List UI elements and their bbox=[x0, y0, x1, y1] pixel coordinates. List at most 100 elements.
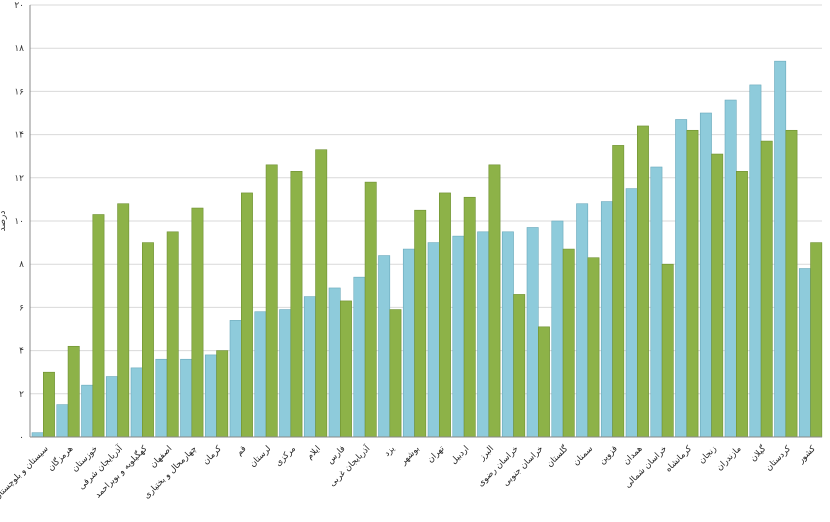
bar-series-blue bbox=[328, 287, 341, 438]
bar-series-blue bbox=[576, 203, 589, 438]
bar-series-green bbox=[463, 196, 476, 438]
bar-series-green bbox=[166, 231, 179, 438]
y-tick-label: ۲ bbox=[19, 390, 24, 400]
x-tick-label: زنجان bbox=[697, 444, 719, 466]
bar-series-green bbox=[265, 164, 278, 438]
bar-series-blue bbox=[625, 188, 638, 438]
y-axis-label: درصد bbox=[0, 211, 8, 232]
bar-series-blue bbox=[31, 432, 44, 438]
bar-series-blue bbox=[130, 367, 143, 438]
y-tick-labels: ۰ ۲ ۴ ۶ ۸ ۱۰ ۱۲ ۱۴ ۱۶ ۱۸ ۲۰ bbox=[14, 1, 24, 443]
x-tick-label: البرز bbox=[477, 444, 496, 463]
y-tick-label: ۸ bbox=[19, 260, 24, 270]
bars-group bbox=[31, 60, 823, 438]
bar-series-green bbox=[661, 263, 674, 438]
bar-series-green bbox=[389, 309, 402, 438]
x-tick-label: قزوین bbox=[597, 444, 619, 466]
bar-series-blue bbox=[501, 231, 514, 438]
bar-series-green bbox=[438, 192, 451, 438]
x-tick-label: فارس bbox=[325, 444, 347, 466]
bar-series-green bbox=[117, 203, 130, 438]
bar-series-blue bbox=[600, 201, 613, 438]
bar-series-green bbox=[191, 207, 204, 438]
bar-series-green bbox=[537, 326, 550, 438]
bar-series-blue bbox=[353, 276, 366, 438]
y-tick-label: ۱۰ bbox=[14, 217, 24, 227]
bar-series-green bbox=[414, 209, 427, 438]
y-tick-label: ۱۴ bbox=[14, 131, 24, 141]
bar-series-blue bbox=[699, 112, 712, 438]
bar-series-blue bbox=[254, 311, 267, 438]
bar-series-green bbox=[290, 171, 303, 438]
bar-series-green bbox=[612, 145, 625, 438]
bar-series-green bbox=[587, 257, 600, 438]
bar-series-blue bbox=[378, 255, 391, 438]
x-tick-label: قم bbox=[235, 444, 249, 458]
y-tick-label: ۶ bbox=[19, 303, 24, 313]
bar-series-green bbox=[488, 164, 501, 438]
bar-series-green bbox=[339, 300, 352, 438]
x-tick-label: سمنان bbox=[571, 444, 595, 468]
bar-series-green bbox=[67, 345, 80, 438]
x-tick-label: گلستان bbox=[544, 443, 571, 470]
y-tick-label: ۴ bbox=[19, 347, 24, 357]
x-tick-label: کرمانشاه bbox=[664, 443, 695, 474]
x-tick-label: همدان bbox=[622, 444, 645, 467]
x-tick-label: کرمان bbox=[201, 443, 224, 466]
x-tick-label: بوشهر bbox=[398, 444, 422, 468]
bar-series-blue bbox=[427, 242, 440, 438]
bar-series-blue bbox=[675, 119, 688, 438]
bar-series-green bbox=[142, 242, 154, 438]
bar-series-blue bbox=[526, 227, 539, 438]
bar-series-blue bbox=[798, 268, 811, 438]
x-tick-label: سیستان و بلوچستان bbox=[0, 444, 50, 502]
y-tick-label: ۲۰ bbox=[14, 1, 24, 11]
bar-series-green bbox=[241, 192, 253, 438]
bar-series-green bbox=[686, 129, 699, 438]
bar-series-blue bbox=[279, 309, 292, 438]
x-tick-label: لرستان bbox=[248, 444, 273, 469]
bar-series-green bbox=[315, 149, 328, 438]
bar-series-blue bbox=[155, 358, 168, 438]
x-tick-label: گیلان bbox=[748, 443, 769, 464]
bar-series-blue bbox=[551, 220, 564, 438]
bar-series-blue bbox=[402, 248, 415, 438]
bar-series-blue bbox=[477, 231, 490, 438]
bar-series-blue bbox=[749, 84, 762, 438]
bar-series-green bbox=[760, 140, 773, 438]
bar-series-blue bbox=[303, 296, 316, 438]
bar-series-green bbox=[785, 129, 798, 438]
bar-series-blue bbox=[229, 320, 242, 438]
x-tick-label: ایلام bbox=[305, 444, 323, 462]
x-tick-label: اردبیل bbox=[449, 444, 471, 466]
bar-series-green bbox=[711, 153, 724, 438]
y-tick-label: ۱۲ bbox=[14, 174, 24, 184]
bar-series-green bbox=[735, 171, 748, 438]
x-tick-label: تهران bbox=[426, 444, 447, 465]
y-tick-label: ۰ bbox=[19, 433, 24, 443]
bar-series-green bbox=[92, 214, 105, 438]
bar-series-green bbox=[562, 248, 575, 438]
x-tick-label: کردستان bbox=[764, 443, 794, 473]
bar-series-blue bbox=[452, 235, 465, 438]
bar-series-blue bbox=[650, 166, 663, 438]
x-tick-label: کشور bbox=[796, 443, 819, 466]
bar-series-green bbox=[513, 294, 526, 438]
bar-series-blue bbox=[180, 358, 193, 438]
bar-series-blue bbox=[105, 376, 118, 438]
bar-series-blue bbox=[724, 99, 737, 438]
axes bbox=[29, 5, 822, 438]
bar-series-green bbox=[216, 350, 229, 438]
x-tick-labels: سیستان و بلوچستانهرمزگانخوزستانآذربایجان… bbox=[0, 442, 818, 502]
bar-series-green bbox=[810, 242, 823, 438]
x-tick-label: مازندران bbox=[715, 444, 744, 473]
bar-series-green bbox=[364, 181, 377, 438]
bar-series-green bbox=[636, 125, 649, 438]
x-tick-label: مرکزی bbox=[274, 444, 298, 468]
x-tick-label: یزد bbox=[382, 444, 397, 459]
bar-series-blue bbox=[774, 60, 787, 438]
bar-series-blue bbox=[81, 384, 94, 438]
bar-series-green bbox=[42, 371, 55, 438]
bar-series-blue bbox=[204, 354, 217, 438]
